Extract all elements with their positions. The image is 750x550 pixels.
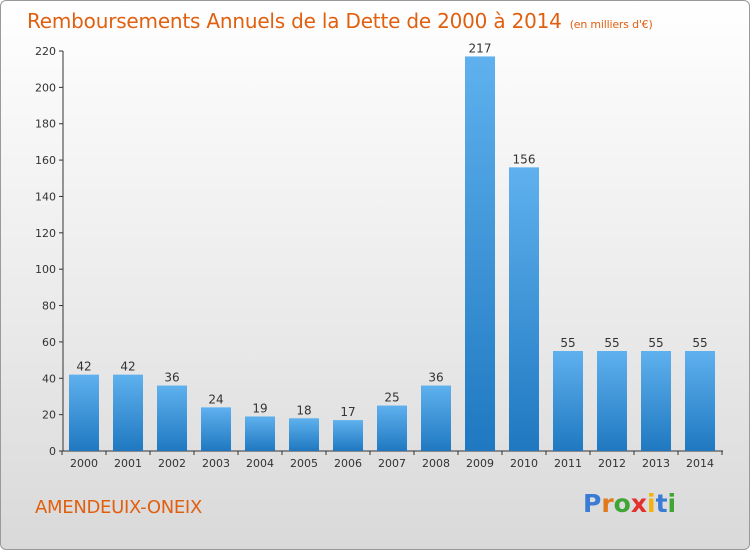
bar — [685, 351, 715, 451]
x-tick-label: 2004 — [246, 457, 274, 470]
logo-letter: t — [655, 489, 668, 518]
data-label: 36 — [428, 371, 443, 385]
bar — [113, 374, 143, 451]
y-tick-label: 120 — [35, 227, 56, 240]
data-label: 17 — [340, 405, 355, 419]
chart-data-labels: 42 42 36 24 19 18 17 25 36 217 156 55 55 55 55 — [76, 41, 707, 419]
data-label: 25 — [384, 391, 399, 405]
y-tick-label: 100 — [35, 263, 56, 276]
x-tick-label: 2007 — [378, 457, 406, 470]
bar — [465, 56, 495, 452]
bar — [157, 385, 187, 451]
bar — [421, 385, 451, 451]
data-label: 55 — [604, 336, 619, 350]
x-tick-label: 2012 — [598, 457, 626, 470]
bar — [377, 405, 407, 451]
y-tick-label: 80 — [42, 300, 56, 313]
logo-letter: P — [583, 489, 602, 518]
x-tick-label: 2002 — [158, 457, 186, 470]
chart-axes: 0 20 40 60 80 100 120 140 160 180 200 220 2000 2001 20… — [35, 45, 723, 470]
bar — [69, 374, 99, 451]
x-tick-label: 2014 — [686, 457, 714, 470]
data-label: 42 — [76, 360, 91, 374]
x-tick-label: 2000 — [70, 457, 98, 470]
bar — [333, 420, 363, 451]
y-tick-label: 180 — [35, 118, 56, 131]
x-tick-label: 2003 — [202, 457, 230, 470]
chart-title: Remboursements Annuels de la Dette de 20… — [27, 9, 653, 33]
chart-title-text: Remboursements Annuels de la Dette de 20… — [27, 9, 562, 33]
proxiti-logo: Proxiti — [583, 489, 676, 518]
bar — [201, 407, 231, 451]
x-tick-label: 2005 — [290, 457, 318, 470]
x-tick-label: 2013 — [642, 457, 670, 470]
logo-letter: r — [601, 489, 614, 518]
y-tick-label: 200 — [35, 81, 56, 94]
y-tick-label: 20 — [42, 409, 56, 422]
data-label: 24 — [208, 392, 223, 406]
x-tick-label: 2008 — [422, 457, 450, 470]
data-label: 18 — [296, 403, 311, 417]
logo-letter: o — [613, 489, 631, 518]
data-label: 55 — [648, 336, 663, 350]
data-label: 42 — [120, 360, 135, 374]
y-tick-label: 140 — [35, 190, 56, 203]
y-tick-label: 160 — [35, 154, 56, 167]
data-label: 55 — [560, 336, 575, 350]
y-tick-label: 60 — [42, 336, 56, 349]
logo-letter: i — [647, 489, 656, 518]
y-tick-label: 220 — [35, 45, 56, 58]
x-tick-label: 2001 — [114, 457, 142, 470]
commune-name: AMENDEUIX-ONEIX — [35, 497, 202, 518]
bar — [245, 416, 275, 451]
bar — [509, 167, 539, 451]
y-tick-label: 40 — [42, 372, 56, 385]
bar — [553, 351, 583, 451]
chart-bars — [69, 56, 715, 452]
data-label: 217 — [469, 41, 492, 55]
x-tick-label: 2010 — [510, 457, 538, 470]
x-tick-label: 2006 — [334, 457, 362, 470]
data-label: 36 — [164, 371, 179, 385]
x-tick-label: 2011 — [554, 457, 582, 470]
bar — [641, 351, 671, 451]
chart-subtitle: (en milliers d'€) — [569, 18, 653, 31]
bar — [289, 418, 319, 451]
x-tick-label: 2009 — [466, 457, 494, 470]
logo-letter: i — [667, 489, 677, 518]
data-label: 156 — [513, 152, 536, 166]
y-tick-label: 0 — [49, 445, 56, 458]
logo-letter: x — [630, 489, 647, 518]
bar — [597, 351, 627, 451]
data-label: 55 — [692, 336, 707, 350]
data-label: 19 — [252, 401, 267, 415]
